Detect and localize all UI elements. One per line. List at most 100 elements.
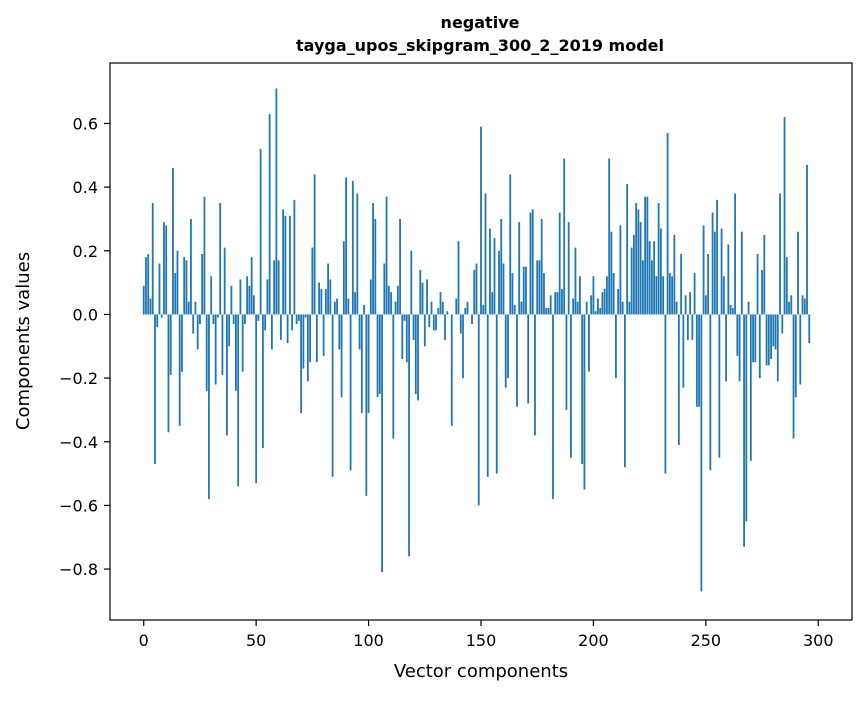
bar bbox=[671, 276, 673, 314]
bar bbox=[298, 314, 300, 320]
bar bbox=[757, 254, 759, 314]
bar bbox=[518, 222, 520, 314]
bar bbox=[525, 267, 527, 315]
bar bbox=[359, 314, 361, 349]
bar bbox=[255, 314, 257, 483]
bar bbox=[653, 241, 655, 314]
bar bbox=[563, 158, 565, 314]
bar bbox=[213, 314, 215, 324]
bar bbox=[793, 314, 795, 438]
bar bbox=[314, 174, 316, 314]
bar bbox=[532, 209, 534, 314]
bar bbox=[577, 302, 579, 315]
bar bbox=[206, 314, 208, 390]
bar bbox=[264, 314, 266, 330]
x-tick-label: 100 bbox=[353, 631, 384, 650]
bar bbox=[716, 200, 718, 315]
bar bbox=[768, 314, 770, 365]
y-tick-label: 0.6 bbox=[73, 114, 98, 133]
bar bbox=[503, 264, 505, 315]
bar bbox=[491, 292, 493, 314]
bar bbox=[426, 279, 428, 314]
bar bbox=[705, 295, 707, 314]
bar bbox=[260, 149, 262, 315]
bar bbox=[718, 314, 720, 457]
bar bbox=[147, 254, 149, 314]
bar bbox=[332, 314, 334, 476]
bar bbox=[586, 302, 588, 315]
bar bbox=[572, 299, 574, 315]
bar bbox=[192, 314, 194, 333]
bar bbox=[269, 114, 271, 315]
bar bbox=[417, 314, 419, 400]
bar bbox=[698, 314, 700, 406]
bar bbox=[383, 264, 385, 315]
bar bbox=[777, 314, 779, 381]
bar bbox=[622, 302, 624, 315]
bar bbox=[390, 292, 392, 314]
x-axis-label: Vector components bbox=[394, 661, 568, 682]
bar bbox=[433, 314, 435, 330]
bar bbox=[341, 314, 343, 397]
bar bbox=[219, 203, 221, 314]
bar bbox=[240, 279, 242, 314]
bar bbox=[242, 314, 244, 371]
bar bbox=[498, 251, 500, 315]
bar bbox=[772, 314, 774, 346]
bar bbox=[700, 314, 702, 591]
bar bbox=[334, 302, 336, 315]
bar bbox=[231, 286, 233, 315]
bar bbox=[455, 299, 457, 315]
bar bbox=[554, 292, 556, 314]
bar bbox=[188, 302, 190, 315]
bar bbox=[154, 314, 156, 464]
bar bbox=[143, 286, 145, 315]
bar bbox=[253, 295, 255, 314]
bar bbox=[552, 314, 554, 499]
bar bbox=[350, 314, 352, 470]
bar bbox=[161, 314, 163, 317]
bar bbox=[179, 314, 181, 425]
bar bbox=[251, 257, 253, 314]
bar bbox=[381, 314, 383, 572]
y-tick-label: −0.4 bbox=[59, 433, 98, 452]
bar bbox=[323, 314, 325, 355]
bar bbox=[156, 314, 158, 327]
bar bbox=[289, 216, 291, 315]
bar bbox=[464, 308, 466, 314]
bar bbox=[570, 314, 572, 457]
bar bbox=[462, 314, 464, 378]
y-tick-label: −0.2 bbox=[59, 369, 98, 388]
bar bbox=[649, 241, 651, 314]
bar bbox=[410, 251, 412, 315]
bar bbox=[246, 276, 248, 314]
bar bbox=[539, 260, 541, 314]
bar bbox=[478, 314, 480, 505]
bar bbox=[201, 254, 203, 314]
bar bbox=[190, 219, 192, 314]
bar bbox=[170, 314, 172, 374]
bar bbox=[514, 305, 516, 315]
bar bbox=[372, 203, 374, 314]
bar bbox=[626, 184, 628, 315]
bar bbox=[797, 232, 799, 315]
bar bbox=[748, 302, 750, 315]
bar bbox=[208, 314, 210, 499]
bar bbox=[150, 299, 152, 315]
bar bbox=[727, 244, 729, 314]
bar bbox=[682, 314, 684, 387]
bar bbox=[644, 197, 646, 315]
bar bbox=[293, 200, 295, 315]
bar bbox=[637, 209, 639, 314]
bar bbox=[730, 305, 732, 315]
bar bbox=[550, 295, 552, 314]
bar bbox=[655, 276, 657, 314]
bar bbox=[174, 273, 176, 314]
bar bbox=[606, 276, 608, 314]
bar bbox=[329, 279, 331, 314]
bar bbox=[210, 276, 212, 314]
bar bbox=[806, 165, 808, 315]
bar bbox=[568, 222, 570, 314]
bar bbox=[660, 229, 662, 315]
bar bbox=[163, 222, 165, 314]
